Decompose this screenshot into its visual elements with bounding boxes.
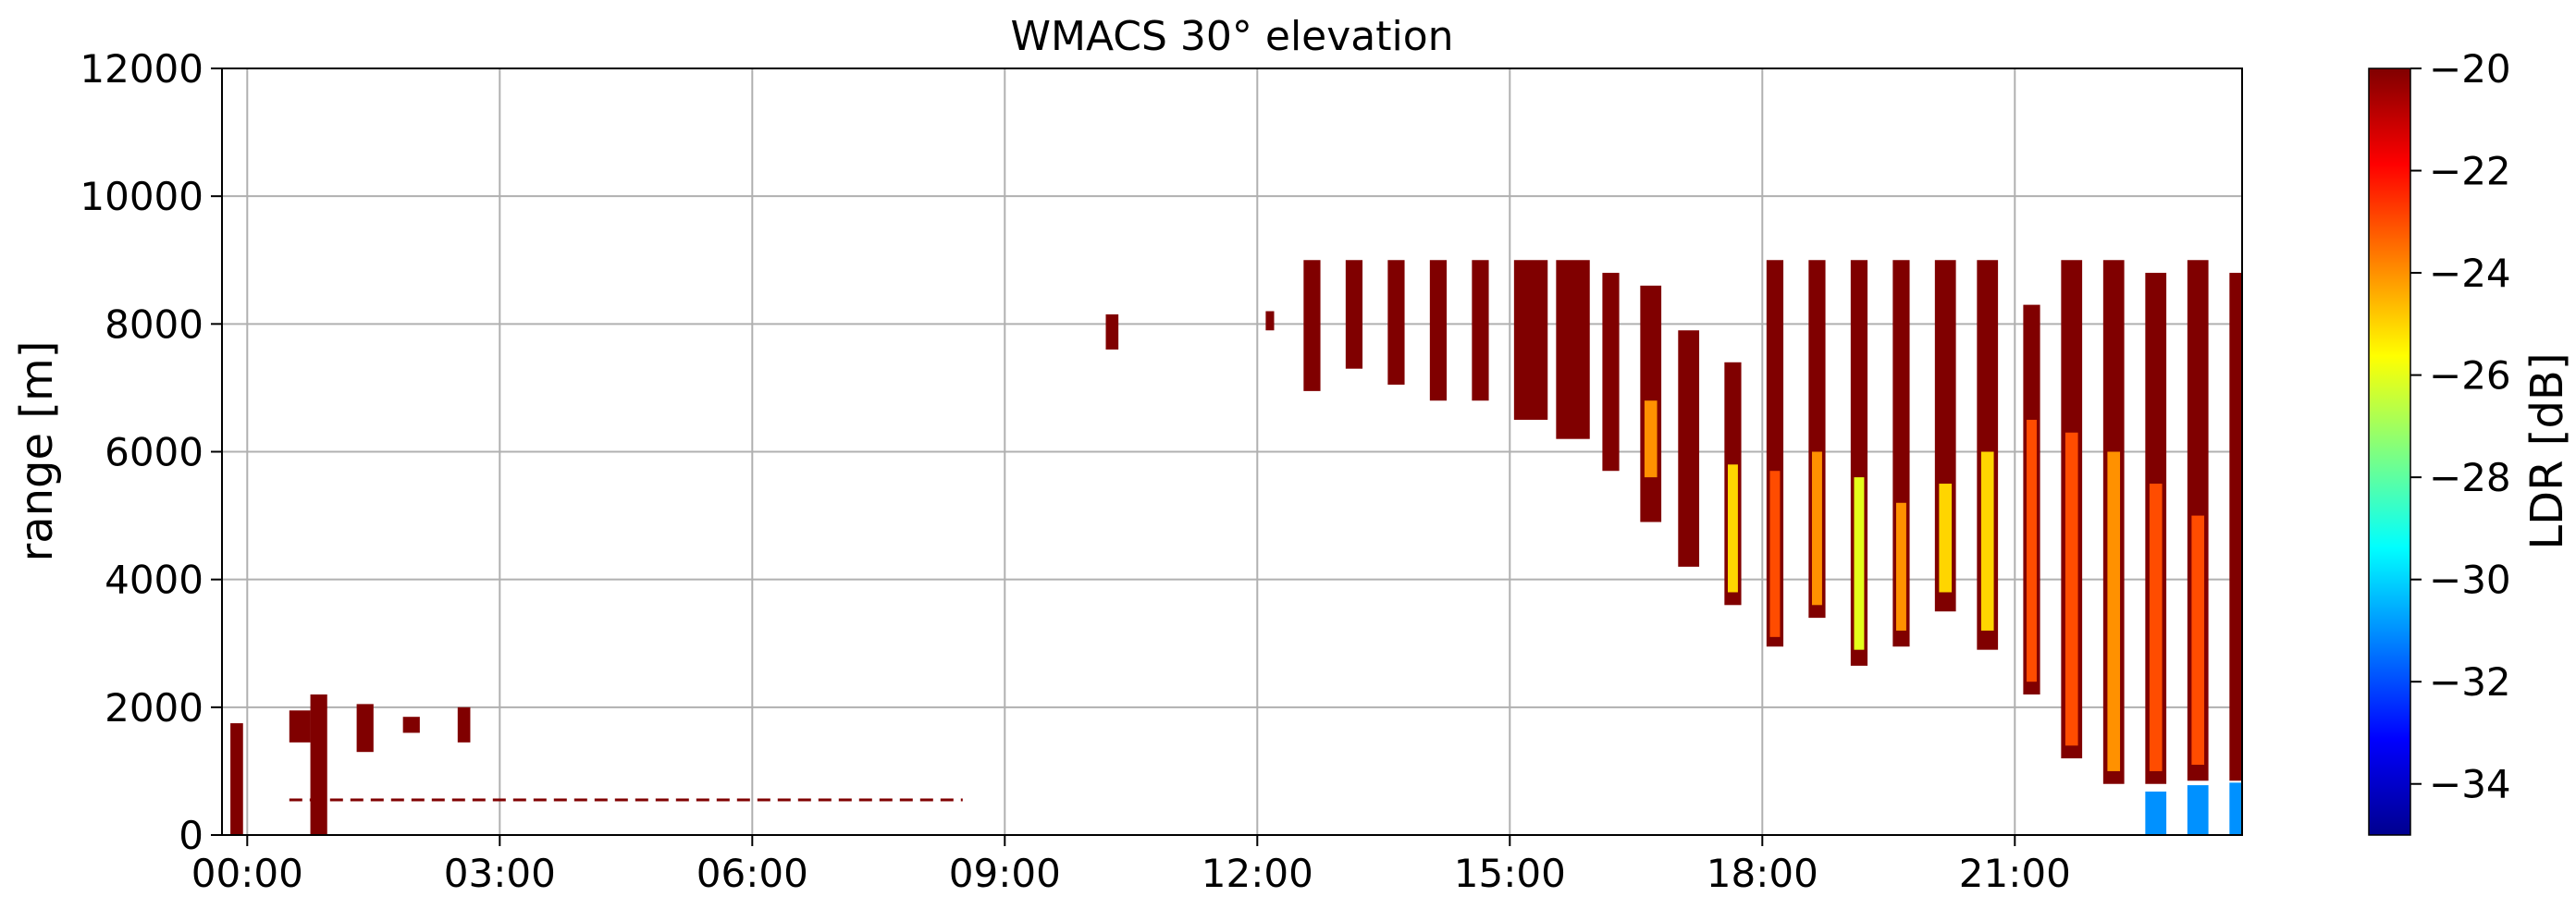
ldr-scan-data <box>230 260 2242 835</box>
ldr-scan-core <box>2064 432 2078 746</box>
ldr-scan <box>289 710 311 743</box>
x-tick-label: 06:00 <box>696 851 808 896</box>
ldr-scan-core <box>2027 419 2037 682</box>
ldr-scan-base <box>2145 792 2167 835</box>
ldr-scan <box>1429 260 1448 401</box>
ldr-scan-core <box>2149 484 2163 771</box>
ldr-scan-core <box>1811 451 1822 606</box>
ldr-scan <box>457 706 471 743</box>
ldr-scan <box>1678 330 1700 567</box>
colorbar-tick-label: −32 <box>2429 659 2511 705</box>
ldr-scan <box>1602 273 1620 472</box>
ldr-scan <box>1105 313 1119 350</box>
y-tick-label: 12000 <box>80 46 203 92</box>
ldr-scan <box>356 704 374 753</box>
colorbar-tick-label: −30 <box>2429 558 2511 603</box>
colorbar-ticks: −20 −22 −24 −26 −28 −30 −32 −34 <box>2410 46 2511 807</box>
y-axis-ticks: 0 2000 4000 6000 8000 10000 12000 <box>80 46 222 858</box>
ldr-scan-core <box>1727 464 1738 593</box>
colorbar-tick-label: −24 <box>2429 251 2511 296</box>
chart-title: WMACS 30° elevation <box>1010 13 1453 60</box>
ldr-scan <box>402 717 420 733</box>
colorbar-tick-label: −20 <box>2429 46 2511 92</box>
y-tick-label: 6000 <box>105 430 203 475</box>
colorbar-tick-label: −26 <box>2429 353 2511 399</box>
ldr-scan-core <box>1769 471 1781 637</box>
ldr-scan-core <box>1644 400 1658 478</box>
y-tick-label: 4000 <box>105 558 203 603</box>
ldr-scan-base <box>2187 785 2209 835</box>
y-tick-label: 0 <box>179 813 203 858</box>
y-tick-label: 10000 <box>80 174 203 219</box>
ldr-scan <box>1513 260 1548 420</box>
ldr-scan <box>1345 260 1363 369</box>
ldr-scan <box>310 694 327 835</box>
y-tick-label: 8000 <box>105 301 203 347</box>
ldr-scan <box>1303 260 1321 391</box>
y-axis-label: range [m] <box>11 340 63 561</box>
colorbar-label: LDR [dB] <box>2521 352 2573 549</box>
ldr-scan <box>1556 260 1590 439</box>
ldr-scan-core <box>2107 451 2121 771</box>
colorbar-tick-label: −34 <box>2429 762 2511 807</box>
y-tick-label: 2000 <box>105 685 203 731</box>
ldr-scan-core <box>1895 502 1906 631</box>
ldr-scan-base <box>2229 782 2242 835</box>
ldr-scan <box>1472 260 1489 401</box>
colorbar <box>2368 68 2411 836</box>
x-tick-label: 03:00 <box>444 851 556 896</box>
x-tick-label: 15:00 <box>1454 851 1566 896</box>
x-tick-label: 09:00 <box>949 851 1061 896</box>
ldr-scan <box>1387 260 1405 385</box>
x-tick-label: 18:00 <box>1707 851 1818 896</box>
colorbar-tick-label: −22 <box>2429 149 2511 194</box>
x-tick-label: 12:00 <box>1202 851 1313 896</box>
ldr-scan-core <box>1980 451 1994 631</box>
x-tick-label: 00:00 <box>191 851 303 896</box>
x-tick-label: 21:00 <box>1959 851 2071 896</box>
ldr-scan <box>230 723 243 835</box>
ldr-scan-core <box>1939 484 1953 593</box>
x-axis-ticks: 00:00 03:00 06:00 09:00 12:00 15:00 18:00 21:00 <box>191 835 2071 896</box>
colorbar-tick-label: −28 <box>2429 455 2511 500</box>
ldr-scan-core <box>2191 515 2205 766</box>
ldr-scan-core <box>1854 477 1865 650</box>
ldr-scan <box>2229 273 2242 781</box>
ldr-scan <box>1265 311 1275 331</box>
